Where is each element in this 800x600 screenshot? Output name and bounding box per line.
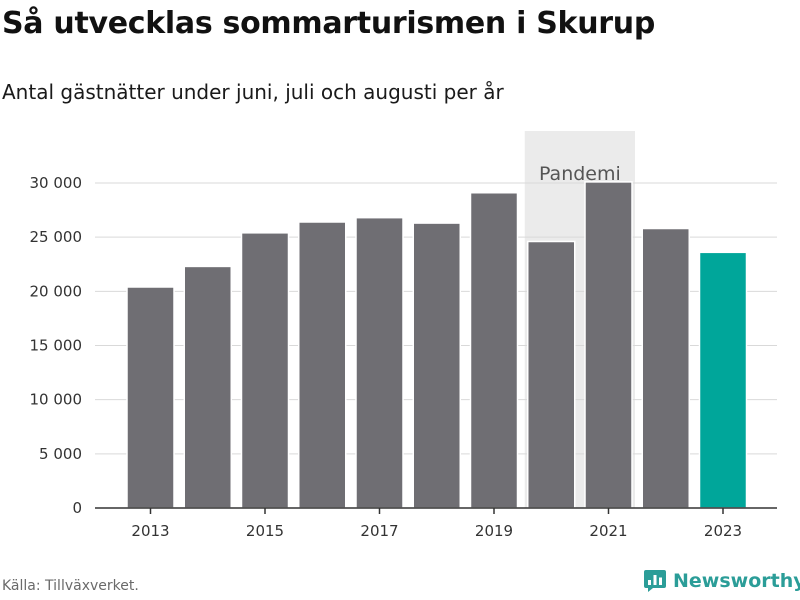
x-tick-label: 2015 [246, 522, 284, 540]
y-tick-label: 10 000 [30, 391, 83, 409]
chart-subtitle: Antal gästnätter under juni, juli och au… [2, 80, 504, 104]
newsworthy-logo-icon [644, 570, 666, 592]
chart-title: Så utvecklas sommarturismen i Skurup [2, 6, 655, 41]
brand-name: Newsworthy [673, 570, 800, 592]
bar-2019 [469, 192, 519, 509]
bar-2018 [412, 222, 461, 509]
bar-2014 [183, 265, 232, 509]
bar-2013 [126, 286, 175, 509]
bar-2023 [698, 251, 748, 509]
x-tick-label: 2021 [589, 522, 627, 540]
y-tick-label: 30 000 [30, 174, 83, 192]
x-tick-label: 2019 [475, 522, 513, 540]
x-tick-label: 2017 [360, 522, 398, 540]
annotation-label: Pandemi [539, 163, 621, 185]
brand: Newsworthy [644, 569, 800, 593]
x-tick-label: 2013 [131, 522, 169, 540]
bar-2017 [355, 216, 404, 509]
bar-2016 [298, 221, 347, 509]
x-tick-label: 2023 [704, 522, 742, 540]
y-tick-label: 25 000 [30, 228, 83, 246]
y-tick-label: 5 000 [39, 445, 82, 463]
y-tick-label: 20 000 [30, 282, 83, 300]
bar-2022 [641, 227, 690, 509]
bar-2020 [527, 240, 576, 509]
source-note: Källa: Tillväxverket. [2, 578, 139, 594]
y-tick-label: 0 [72, 499, 82, 517]
bar-2015 [240, 232, 290, 509]
y-tick-label: 15 000 [30, 337, 83, 355]
bar-2021 [584, 181, 633, 509]
